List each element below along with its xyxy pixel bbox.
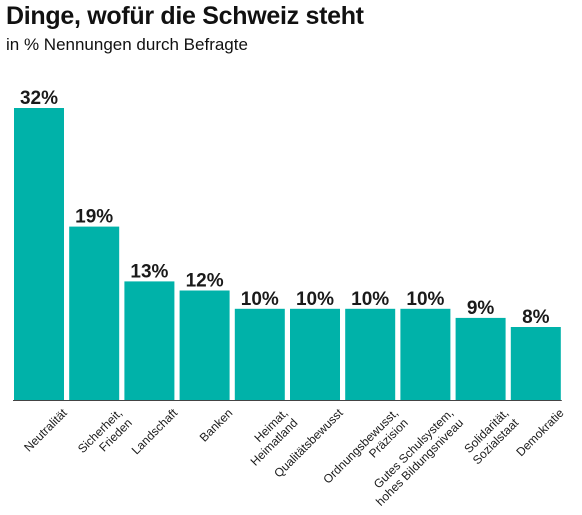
- value-label-6: 10%: [351, 289, 389, 310]
- category-label-2-line-0: Landschaft: [129, 405, 181, 457]
- value-label-0: 32%: [20, 88, 58, 109]
- bar-9: [510, 327, 561, 400]
- value-label-9: 8%: [522, 307, 550, 328]
- category-label-0: Neutralität: [21, 405, 70, 454]
- category-label-1: Sicherheit,Frieden: [75, 406, 135, 466]
- value-label-1: 19%: [75, 207, 113, 228]
- category-label-0-line-0: Neutralität: [21, 405, 70, 454]
- category-label-8: Solidarität,Sozialstaat: [460, 405, 522, 467]
- bars-group: [14, 108, 561, 401]
- chart-subtitle: in % Nennungen durch Befragte: [6, 35, 248, 54]
- bar-7: [400, 308, 451, 401]
- value-labels-group: 32% 19% 13% 12% 10% 10% 10% 10% 9% 8%: [20, 88, 550, 328]
- category-label-3: Banken: [197, 406, 236, 445]
- value-label-5: 10%: [296, 289, 334, 310]
- category-label-3-line-0: Banken: [197, 406, 236, 445]
- bar-0: [14, 108, 64, 400]
- bar-5: [290, 308, 340, 401]
- bar-6: [345, 308, 396, 401]
- chart-title: Dinge, wofür die Schweiz steht: [6, 2, 364, 30]
- bar-2: [124, 281, 175, 400]
- value-label-2: 13%: [130, 261, 168, 282]
- value-label-3: 12%: [186, 271, 224, 292]
- value-label-8: 9%: [467, 298, 495, 319]
- category-label-9-line-0: Demokratie: [513, 406, 567, 460]
- category-label-2: Landschaft: [129, 405, 181, 457]
- category-label-9: Demokratie: [513, 406, 567, 460]
- bar-3: [179, 290, 230, 400]
- bar-1: [69, 226, 120, 400]
- value-label-7: 10%: [406, 289, 444, 310]
- value-label-4: 10%: [241, 289, 279, 310]
- bar-4: [234, 308, 285, 401]
- bar-8: [455, 317, 506, 400]
